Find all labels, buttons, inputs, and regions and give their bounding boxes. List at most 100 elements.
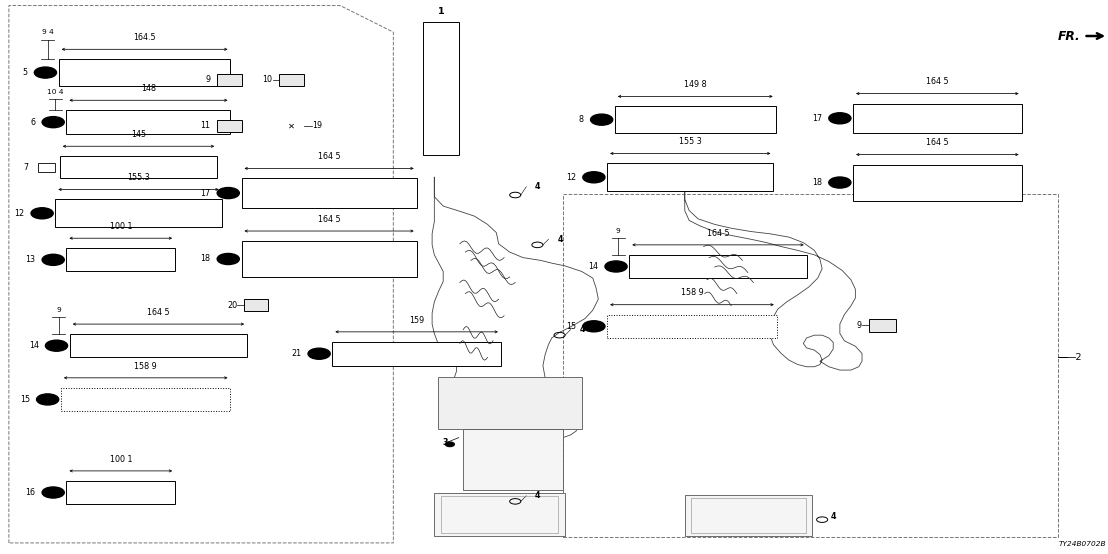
Bar (55, 199, 222, 227)
Text: 9: 9 (616, 228, 620, 234)
Text: 10: 10 (263, 75, 273, 84)
Text: 12: 12 (14, 209, 24, 218)
Bar (38, 163, 55, 172)
Text: 164 5: 164 5 (318, 215, 340, 224)
Bar (607, 315, 777, 338)
Bar (61, 388, 230, 411)
Text: 155 3: 155 3 (679, 137, 701, 146)
Text: 155.3: 155.3 (127, 173, 150, 182)
Bar (59, 59, 230, 86)
Bar (434, 493, 565, 536)
Circle shape (583, 321, 605, 332)
Text: 8: 8 (578, 115, 584, 124)
Circle shape (583, 172, 605, 183)
Circle shape (829, 177, 851, 188)
Text: 18: 18 (812, 178, 822, 187)
Text: 4: 4 (557, 235, 563, 244)
Text: 164 5: 164 5 (926, 78, 948, 86)
Bar (853, 104, 1022, 133)
Bar (332, 342, 501, 366)
Text: 10 4: 10 4 (48, 89, 63, 95)
Text: 4: 4 (831, 512, 837, 521)
Text: 9: 9 (856, 321, 862, 330)
Text: 164 5: 164 5 (707, 229, 729, 238)
Bar (244, 299, 268, 311)
Bar (563, 194, 1058, 537)
Text: ✕: ✕ (288, 121, 295, 130)
Text: 17: 17 (201, 188, 211, 198)
Text: 164 5: 164 5 (318, 152, 340, 161)
Text: 4: 4 (579, 325, 585, 334)
Circle shape (217, 187, 239, 199)
Circle shape (42, 254, 64, 265)
Bar (438, 377, 582, 429)
Text: 9: 9 (57, 307, 61, 313)
Bar (217, 120, 242, 132)
Text: FR.: FR. (1058, 29, 1080, 43)
Bar (70, 334, 247, 357)
Bar (869, 319, 896, 332)
Circle shape (445, 442, 454, 447)
Text: 18: 18 (201, 254, 211, 264)
Bar (441, 496, 558, 533)
Text: 5: 5 (22, 68, 28, 77)
Text: 19: 19 (312, 121, 322, 130)
Text: 100 1: 100 1 (110, 222, 132, 231)
Text: 16: 16 (25, 488, 35, 497)
Text: 15: 15 (566, 322, 576, 331)
Text: 158 9: 158 9 (134, 362, 157, 371)
Text: 13: 13 (25, 255, 35, 264)
Circle shape (45, 340, 68, 351)
Bar (685, 495, 812, 536)
Text: 4: 4 (535, 182, 541, 191)
Text: 14: 14 (588, 262, 598, 271)
Text: TY24B0702B: TY24B0702B (1058, 541, 1106, 547)
Bar (217, 74, 242, 86)
Bar (279, 74, 304, 86)
Text: —2: —2 (1067, 353, 1083, 362)
Circle shape (308, 348, 330, 359)
Text: 164.5: 164.5 (133, 33, 156, 42)
Text: 20: 20 (227, 301, 237, 310)
Text: 164 5: 164 5 (147, 308, 170, 317)
Circle shape (42, 487, 64, 498)
Text: 15: 15 (20, 395, 30, 404)
Text: 7: 7 (23, 163, 29, 172)
Circle shape (31, 208, 53, 219)
Bar (607, 163, 773, 191)
Bar (242, 178, 417, 208)
Text: 9: 9 (205, 75, 211, 84)
Text: 12: 12 (566, 173, 576, 182)
Text: 11: 11 (201, 121, 211, 130)
Circle shape (605, 261, 627, 272)
Bar (60, 156, 217, 178)
Text: 17: 17 (812, 114, 822, 123)
Text: 159: 159 (409, 316, 424, 325)
Circle shape (829, 112, 851, 124)
Bar (691, 498, 806, 533)
Text: 14: 14 (29, 341, 39, 350)
Text: 145: 145 (131, 130, 146, 139)
Text: 9 4: 9 4 (42, 29, 53, 35)
Circle shape (591, 114, 613, 125)
Bar (242, 241, 417, 277)
Text: 164 5: 164 5 (926, 138, 948, 147)
Text: 149 8: 149 8 (684, 80, 707, 89)
Circle shape (37, 394, 59, 405)
Bar (423, 22, 459, 155)
Text: 6: 6 (30, 117, 35, 127)
Bar (463, 429, 563, 490)
Bar (629, 255, 807, 278)
Circle shape (42, 116, 64, 128)
Bar (66, 110, 230, 134)
Bar (66, 248, 175, 271)
Circle shape (217, 253, 239, 265)
Text: 1: 1 (438, 7, 444, 16)
Text: 158 9: 158 9 (680, 289, 704, 297)
Text: 3: 3 (442, 438, 448, 447)
Text: 100 1: 100 1 (110, 455, 132, 464)
Bar (853, 165, 1022, 201)
Bar (615, 106, 776, 133)
Text: 21: 21 (291, 349, 301, 358)
Circle shape (34, 67, 57, 78)
